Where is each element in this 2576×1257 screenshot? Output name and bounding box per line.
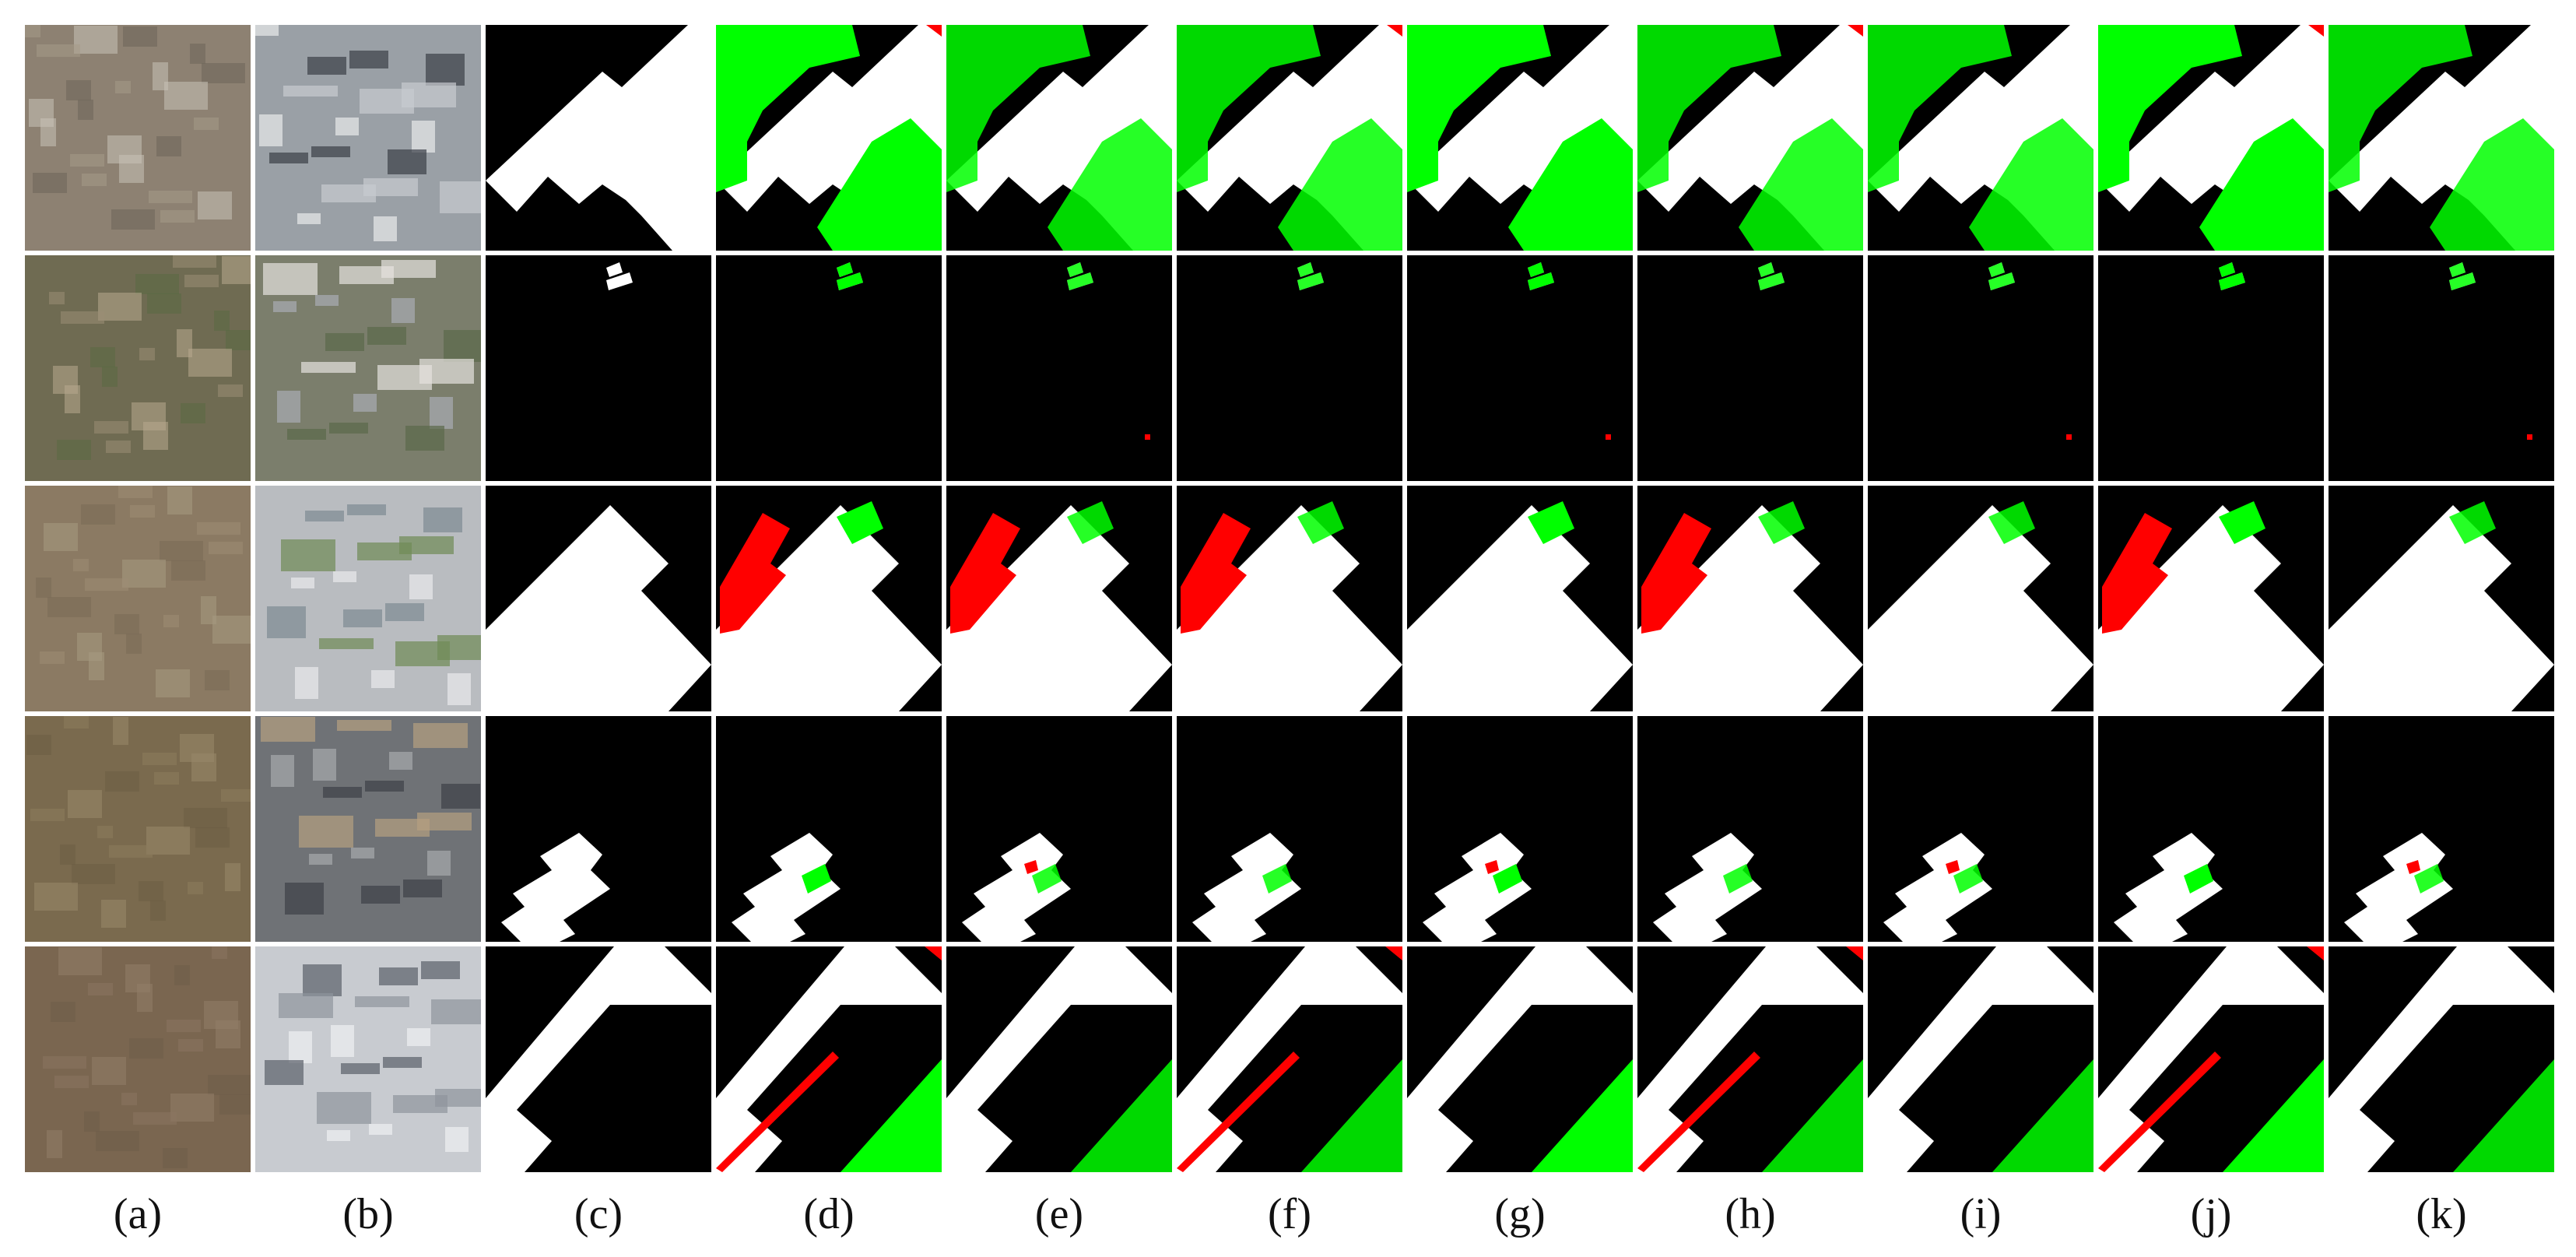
tile-r4-k: [2329, 716, 2554, 942]
tile-r4-e: [946, 716, 1172, 942]
caption-i: (i): [1960, 1190, 2002, 1238]
caption-c: (c): [574, 1190, 623, 1238]
tile-r5-i: [1868, 946, 2093, 1172]
tile-r5-e: [946, 946, 1172, 1172]
caption-d: (d): [803, 1190, 855, 1238]
tile-r4-b: [255, 716, 481, 942]
caption-g: (g): [1494, 1190, 1546, 1238]
tile-r1-h: [1637, 25, 1863, 251]
caption-e: (e): [1034, 1190, 1084, 1238]
tile-r1-a: [25, 25, 251, 251]
tile-r3-g: [1407, 486, 1633, 711]
tile-r5-a: [25, 946, 251, 1172]
tile-r5-g: [1407, 946, 1633, 1172]
caption-k: (k): [2416, 1190, 2467, 1238]
tile-r4-g: [1407, 716, 1633, 942]
tile-r1-g: [1407, 25, 1633, 251]
tile-r5-f: [1177, 946, 1402, 1172]
tile-r1-d: [716, 25, 942, 251]
tile-r2-h: [1637, 255, 1863, 481]
caption-h: (h): [1725, 1190, 1776, 1238]
tile-r2-j: [2098, 255, 2324, 481]
tile-r5-j: [2098, 946, 2324, 1172]
tile-r3-b: [255, 486, 481, 711]
tile-r4-i: [1868, 716, 2093, 942]
caption-f: (f): [1268, 1190, 1311, 1238]
tile-r5-h: [1637, 946, 1863, 1172]
tile-r1-k: [2329, 25, 2554, 251]
tile-r1-j: [2098, 25, 2324, 251]
tile-r2-i: [1868, 255, 2093, 481]
tile-r2-b: [255, 255, 481, 481]
tile-r1-e: [946, 25, 1172, 251]
tile-r3-e: [946, 486, 1172, 711]
tile-r5-k: [2329, 946, 2554, 1172]
caption-j: (j): [2190, 1190, 2232, 1238]
tile-r3-f: [1177, 486, 1402, 711]
tile-r3-a: [25, 486, 251, 711]
tile-r2-e: [946, 255, 1172, 481]
tile-r4-c: [486, 716, 711, 942]
tile-r3-h: [1637, 486, 1863, 711]
tile-r3-j: [2098, 486, 2324, 711]
tile-r1-c: [486, 25, 711, 251]
tile-r2-f: [1177, 255, 1402, 481]
tile-r4-h: [1637, 716, 1863, 942]
tile-r2-d: [716, 255, 942, 481]
tile-r5-b: [255, 946, 481, 1172]
tile-r1-b: [255, 25, 481, 251]
tile-r3-k: [2329, 486, 2554, 711]
tile-r3-c: [486, 486, 711, 711]
caption-b: (b): [342, 1190, 394, 1238]
tile-r1-i: [1868, 25, 2093, 251]
tile-r4-f: [1177, 716, 1402, 942]
caption-a: (a): [113, 1190, 163, 1238]
tile-r5-c: [486, 946, 711, 1172]
tile-r4-j: [2098, 716, 2324, 942]
tile-r2-k: [2329, 255, 2554, 481]
tile-r2-c: [486, 255, 711, 481]
tile-r2-a: [25, 255, 251, 481]
tile-r2-g: [1407, 255, 1633, 481]
tile-r3-d: [716, 486, 942, 711]
tile-r1-f: [1177, 25, 1402, 251]
tile-r4-d: [716, 716, 942, 942]
tile-r5-d: [716, 946, 942, 1172]
tile-r4-a: [25, 716, 251, 942]
tile-r3-i: [1868, 486, 2093, 711]
